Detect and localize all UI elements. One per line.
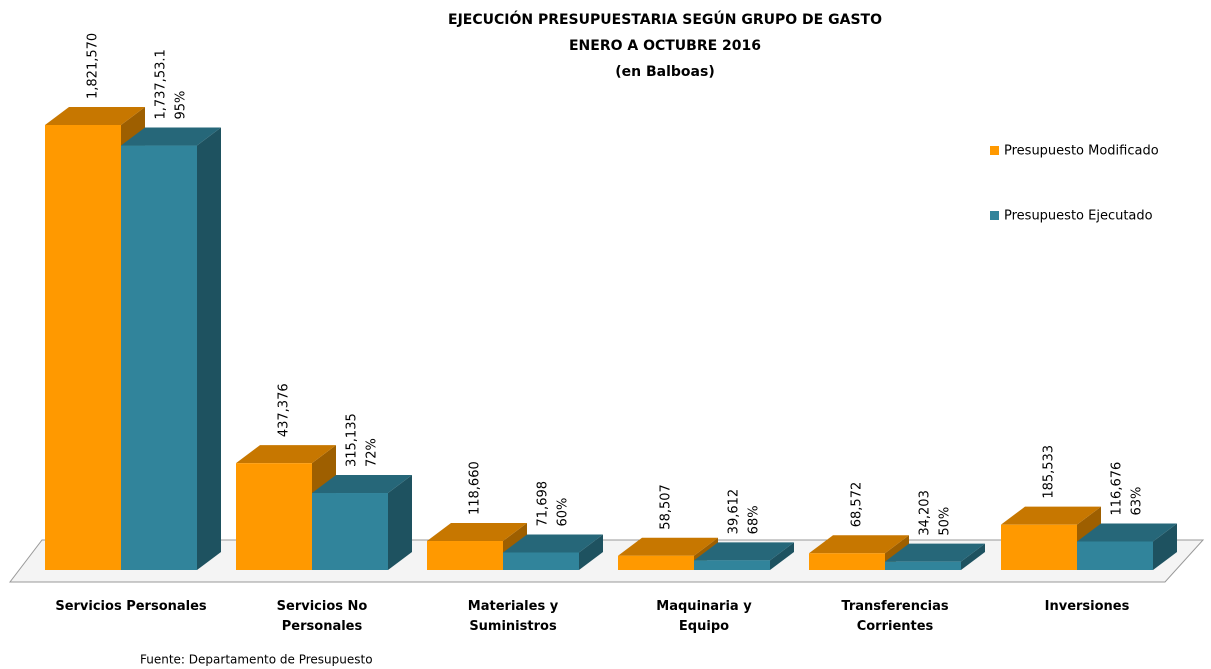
x-tick-label: Servicios Personales	[55, 599, 207, 614]
value-label: 315,135	[345, 413, 360, 467]
bar-top	[312, 475, 412, 494]
bar	[121, 145, 197, 571]
bar-side	[1153, 523, 1177, 570]
legend-swatch	[990, 146, 999, 155]
value-label: 71,698	[536, 481, 551, 527]
bar	[236, 463, 312, 570]
value-label: 68,572	[850, 482, 865, 528]
bar-side	[579, 534, 603, 570]
value-label: 437,376	[277, 383, 292, 437]
bar-top	[694, 542, 794, 561]
percent-label: 72%	[365, 438, 380, 467]
bar-top	[618, 537, 718, 556]
bar-top	[503, 534, 603, 553]
bar	[1001, 524, 1077, 570]
units-note: (en Balboas)	[615, 64, 714, 80]
value-label: 1,737,53.1	[154, 49, 169, 119]
value-label: 116,676	[1110, 462, 1125, 516]
x-tick-label: Materiales y Suministros	[467, 599, 559, 634]
value-label: 1,821,570	[86, 33, 101, 99]
x-tick-label: Maquinaria y Equipo	[656, 599, 752, 634]
bar-top	[236, 445, 336, 464]
percent-label: 60%	[556, 498, 571, 527]
value-label: 118,660	[468, 461, 483, 515]
bar	[885, 561, 961, 570]
percent-label: 68%	[747, 505, 762, 534]
bar	[312, 493, 388, 570]
percent-label: 63%	[1130, 487, 1145, 516]
bar-top	[427, 523, 527, 542]
chart-subtitle: ENERO A OCTUBRE 2016	[569, 38, 761, 54]
bar-top	[1077, 523, 1177, 542]
bar-top	[121, 127, 221, 146]
legend-label: Presupuesto Ejecutado	[1004, 209, 1153, 224]
x-tick-label: Inversiones	[1044, 599, 1130, 614]
bar	[1077, 541, 1153, 570]
bar-top	[45, 107, 145, 125]
bar	[427, 541, 503, 570]
bar	[45, 125, 121, 570]
value-label: 58,507	[659, 484, 674, 530]
bar	[618, 555, 694, 570]
bar-side	[770, 542, 794, 570]
percent-label: 50%	[938, 507, 953, 536]
chart-title: EJECUCIÓN PRESUPUESTARIA SEGÚN GRUPO DE …	[448, 10, 882, 28]
bar	[694, 560, 770, 570]
bar-side	[388, 475, 412, 570]
percent-label: 95%	[174, 91, 189, 120]
x-tick-label: Transferencias Corrientes	[841, 599, 949, 634]
value-label: 34,203	[918, 490, 933, 536]
value-label: 39,612	[727, 489, 742, 535]
bar-side	[197, 127, 221, 571]
value-label: 185,533	[1042, 445, 1057, 499]
bar-top	[809, 535, 909, 554]
legend-label: Presupuesto Modificado	[1004, 144, 1159, 159]
legend-swatch	[990, 211, 999, 220]
source-note: Fuente: Departamento de Presupuesto	[140, 653, 373, 667]
bar-side	[961, 543, 985, 570]
bar-top	[1001, 506, 1101, 525]
bar	[503, 552, 579, 570]
bar	[809, 553, 885, 570]
x-tick-label: Servicios No Personales	[276, 599, 368, 634]
bar-top	[885, 543, 985, 562]
